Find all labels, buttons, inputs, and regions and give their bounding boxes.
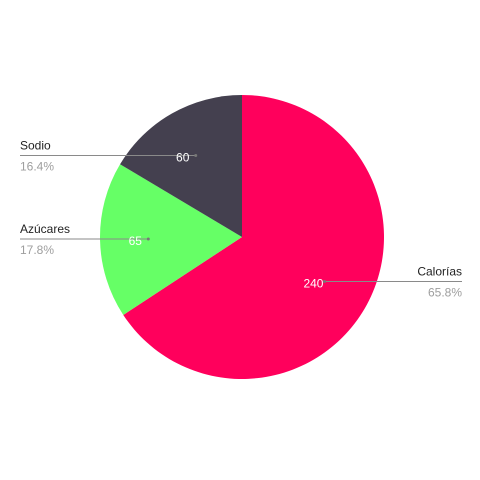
percent-label-azucares: 17.8%	[20, 243, 54, 257]
pie-slice-calorias[interactable]	[123, 95, 384, 379]
leader-dot-sodio	[194, 154, 198, 157]
pie-slice-azucares[interactable]	[100, 164, 242, 315]
percent-label-sodio: 16.4%	[20, 160, 54, 174]
category-label-calorias: Calorías	[417, 265, 462, 279]
pie-slice-sodio[interactable]	[120, 95, 242, 237]
category-label-sodio: Sodio	[20, 139, 51, 153]
value-label-azucares: 65	[129, 234, 143, 248]
category-label-azucares: Azúcares	[20, 222, 70, 236]
slices-group	[100, 95, 384, 379]
leader-lines-group	[20, 154, 462, 284]
leader-dot-calorias	[322, 280, 326, 284]
value-label-calorias: 240	[303, 277, 323, 291]
leader-dot-azucares	[146, 237, 150, 241]
percent-label-calorias: 65.8%	[428, 286, 462, 300]
labels-group: 240 Calorías 65.8% 65 Azúcares 17.8% 60 Sodio 16…	[20, 139, 462, 300]
value-label-sodio: 60	[176, 151, 190, 165]
